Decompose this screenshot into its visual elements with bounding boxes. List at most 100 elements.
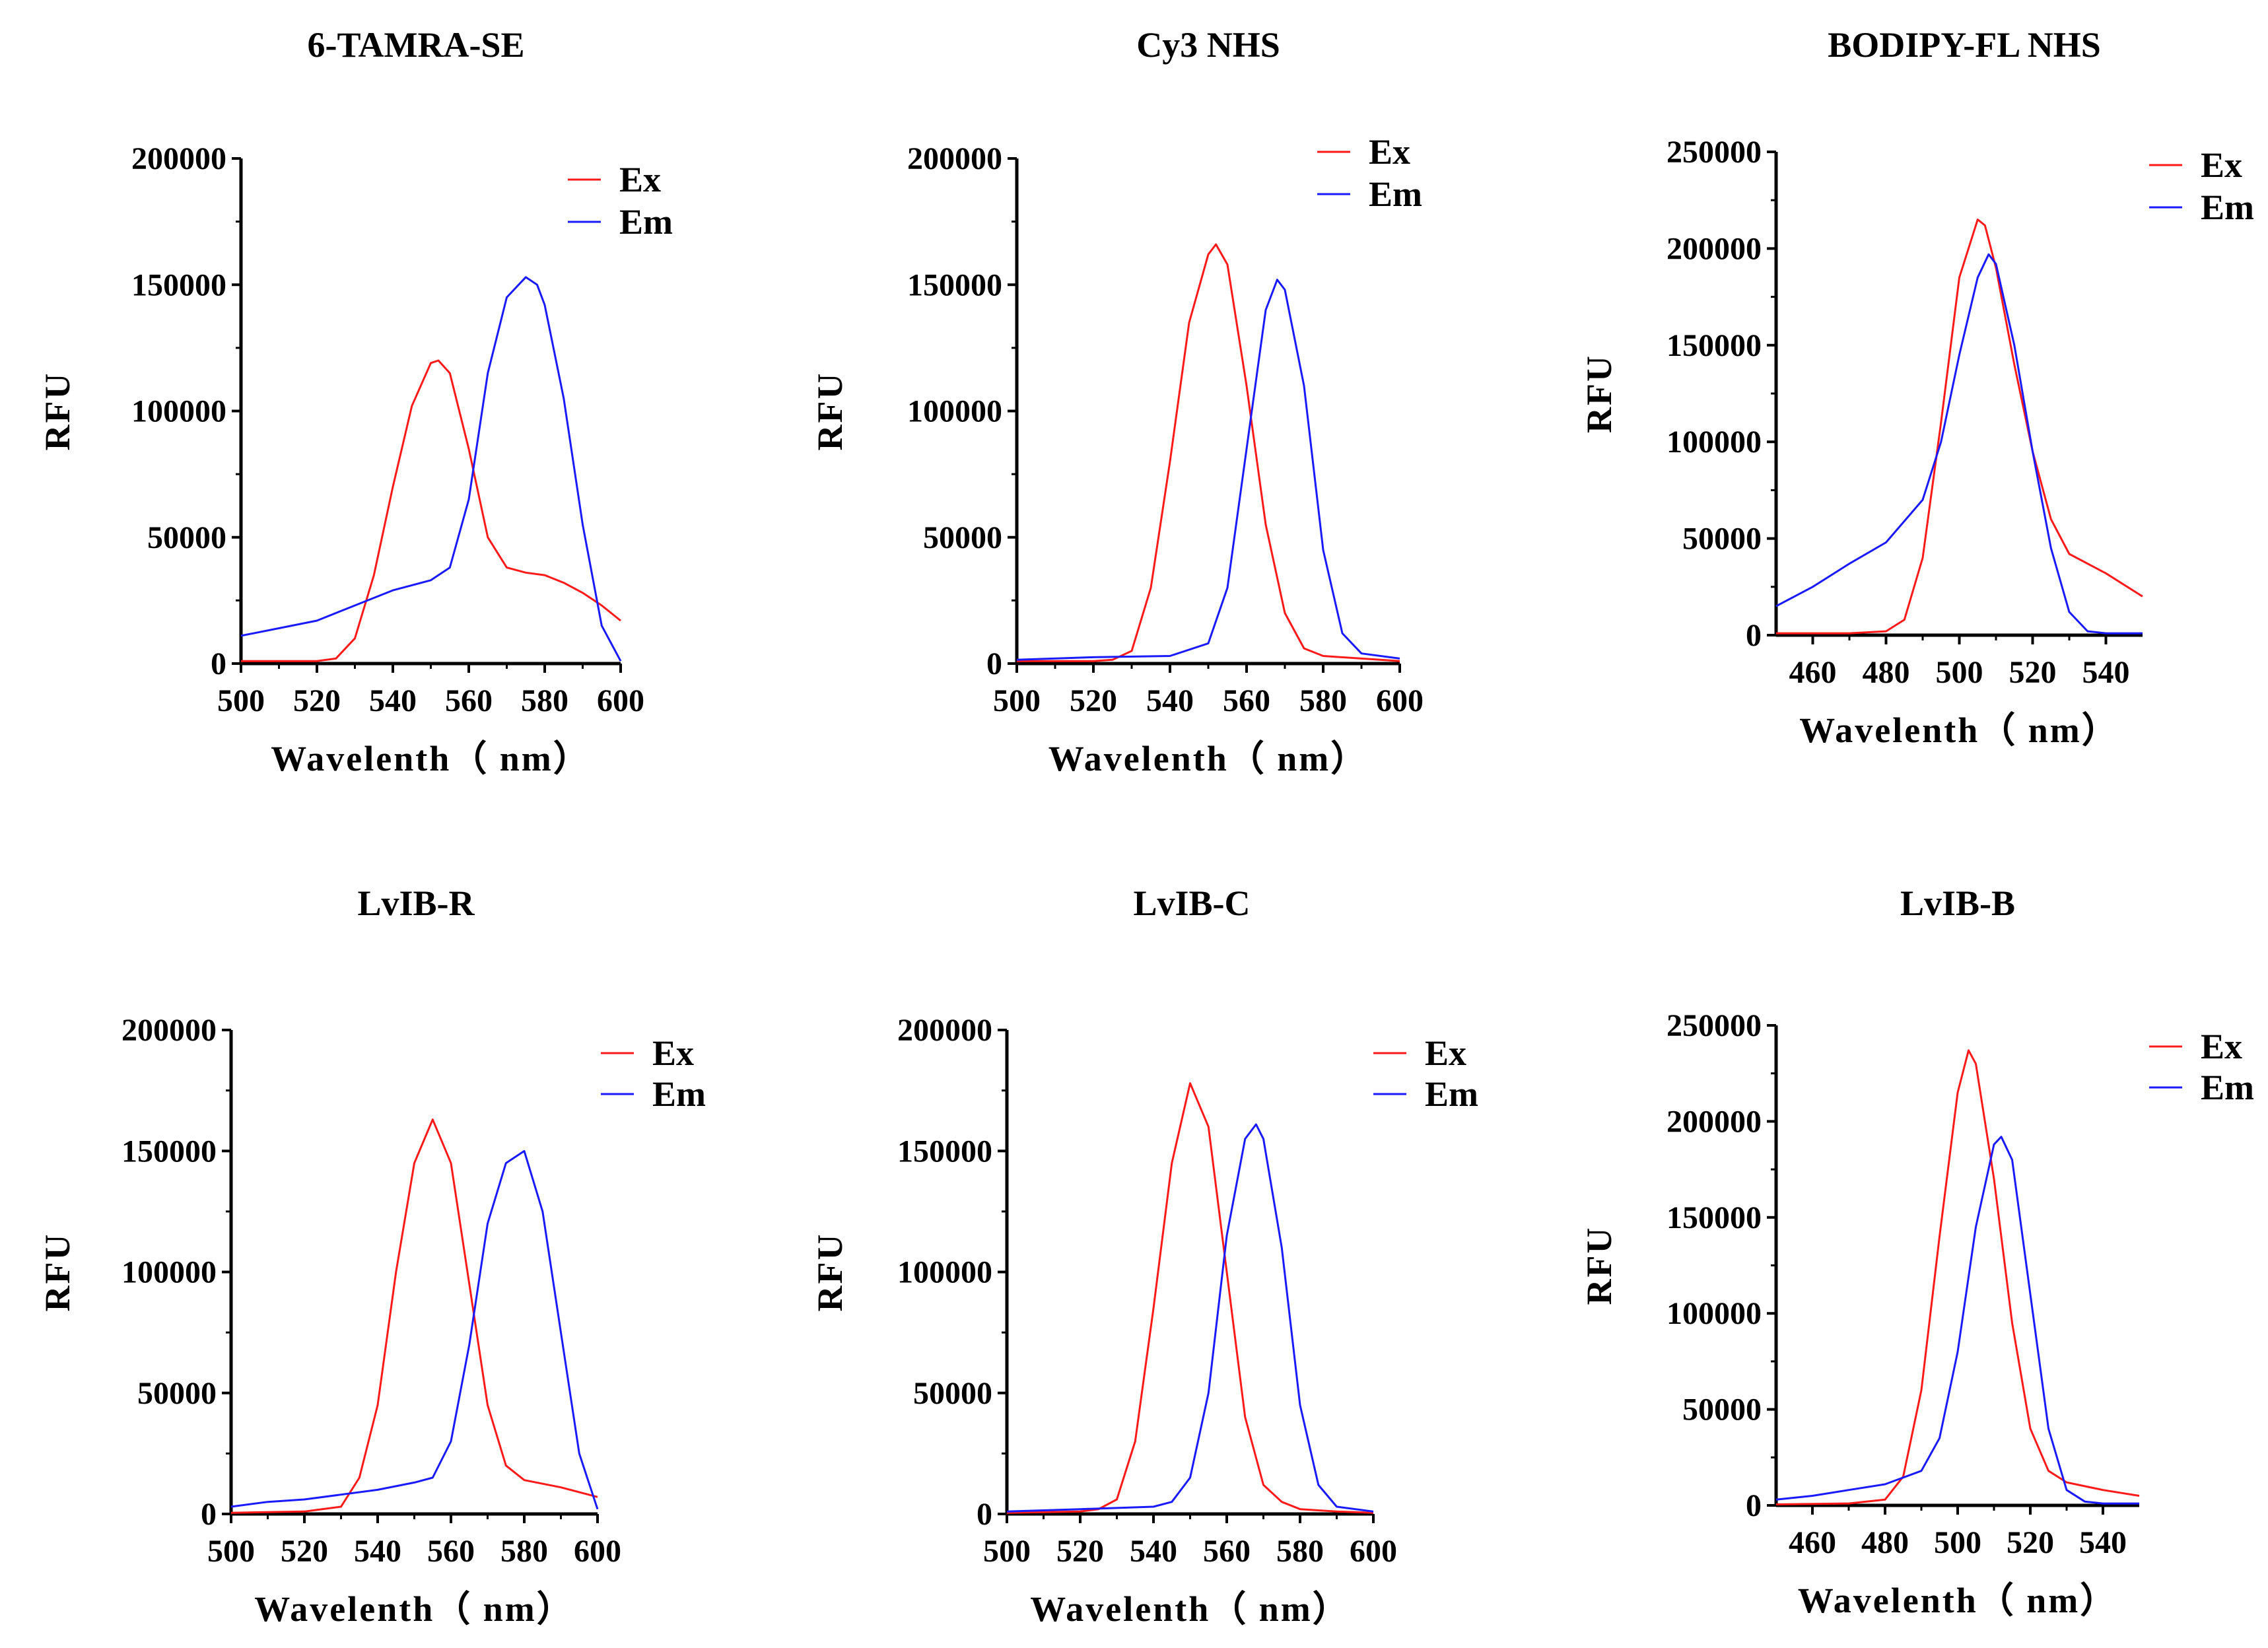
legend-label-em: Em — [652, 1074, 706, 1114]
x-axis-label: Wavelenth（ nm） — [271, 739, 591, 778]
y-tick-label: 150000 — [1667, 328, 1762, 363]
y-tick-label: 150000 — [897, 1134, 992, 1169]
x-tick-label: 520 — [1070, 683, 1117, 718]
chart-lvib-c: LvIB-C 0 50000 100000 150000 200000 500 520 540 5… — [810, 883, 1478, 1629]
legend-label-em: Em — [1369, 174, 1422, 214]
y-tick-label: 0 — [211, 646, 226, 681]
y-tick-label: 0 — [977, 1497, 992, 1532]
chart-title: Cy3 NHS — [1136, 25, 1280, 65]
y-tick-label: 150000 — [131, 267, 226, 302]
y-tick-label: 200000 — [907, 141, 1002, 176]
x-tick-label: 540 — [369, 683, 417, 718]
x-tick-label: 560 — [1203, 1534, 1251, 1569]
panel-6-tamra-se: 6-TAMRA-SE 0 50000 100000 150000 200000 500 520… — [0, 0, 726, 819]
x-tick-label: 520 — [281, 1534, 328, 1569]
y-tick-label: 200000 — [1667, 1104, 1762, 1139]
x-axis-label: Wavelenth（ nm） — [1798, 1581, 2118, 1620]
panel-bodipy-fl-nhs: BODIPY-FL NHS 0 50000 100000 150000 200000 250… — [1542, 0, 2268, 819]
legend-label-ex: Ex — [1425, 1033, 1466, 1073]
y-tick-label: 100000 — [1667, 1296, 1762, 1331]
series-line-em — [1006, 1123, 1374, 1513]
y-axis-label: RFU — [1579, 354, 1619, 433]
series-line-em — [1775, 253, 2143, 635]
x-tick-label: 540 — [354, 1534, 401, 1569]
y-tick-label: 200000 — [121, 1013, 217, 1048]
y-axis-label: RFU — [810, 1233, 850, 1312]
x-tick-label: 540 — [2082, 655, 2130, 690]
y-tick-label: 200000 — [131, 141, 226, 176]
y-tick-label: 0 — [201, 1497, 217, 1532]
x-tick-label: 520 — [2009, 655, 2057, 690]
panel-lvib-c: LvIB-C 0 50000 100000 150000 200000 500 520 540 5… — [773, 858, 1499, 1648]
legend-label-em: Em — [2201, 188, 2254, 227]
y-tick-label: 0 — [1746, 1488, 1762, 1523]
y-tick-label: 50000 — [147, 520, 226, 555]
x-tick-label: 600 — [597, 683, 644, 718]
x-tick-label: 520 — [293, 683, 341, 718]
series-line-em — [230, 1150, 599, 1510]
series-line-em — [1016, 279, 1400, 661]
y-tick-label: 200000 — [897, 1013, 992, 1048]
chart-lvib-b: LvIB-B 0 50000 100000 150000 200000 250000 460 4… — [1579, 883, 2254, 1620]
series-line-ex — [1006, 1082, 1374, 1514]
x-tick-label: 580 — [1299, 683, 1347, 718]
chart-title: LvIB-C — [1133, 883, 1250, 923]
x-tick-label: 500 — [1934, 1525, 1981, 1560]
x-tick-label: 580 — [521, 683, 568, 718]
x-tick-label: 560 — [445, 683, 493, 718]
y-tick-label: 50000 — [1682, 1392, 1762, 1427]
y-tick-label: 250000 — [1667, 135, 1762, 170]
panel-lvib-b: LvIB-B 0 50000 100000 150000 200000 250000 460 4… — [1542, 858, 2268, 1648]
legend-label-em: Em — [1425, 1074, 1478, 1114]
series-line-ex — [230, 1118, 598, 1514]
x-tick-label: 560 — [427, 1534, 475, 1569]
y-tick-label: 50000 — [923, 520, 1002, 555]
series-line-ex — [1775, 1049, 2140, 1505]
y-axis-label: RFU — [1579, 1226, 1619, 1305]
x-axis-label: Wavelenth（ nm） — [1799, 710, 2119, 750]
y-tick-label: 150000 — [121, 1134, 217, 1169]
chart-lvib-r: LvIB-R 0 50000 100000 150000 200000 500 520 540 5… — [38, 883, 706, 1629]
series-line-ex — [1776, 219, 2143, 635]
x-tick-label: 520 — [2007, 1525, 2054, 1560]
chart-title: LvIB-B — [1900, 883, 2015, 923]
y-tick-label: 0 — [1746, 618, 1762, 653]
y-tick-label: 100000 — [121, 1255, 217, 1290]
x-tick-label: 560 — [1223, 683, 1270, 718]
x-tick-label: 520 — [1056, 1534, 1104, 1569]
x-tick-label: 460 — [1789, 655, 1837, 690]
x-axis-label: Wavelenth（ nm） — [254, 1589, 574, 1629]
chart-cy3-nhs: Cy3 NHS 0 50000 100000 150000 200000 500 520 540… — [810, 25, 1424, 778]
x-axis-label: Wavelenth（ nm） — [1030, 1589, 1350, 1629]
legend-label-em: Em — [2201, 1068, 2254, 1107]
y-tick-label: 150000 — [1667, 1200, 1762, 1235]
y-tick-label: 200000 — [1667, 231, 1762, 266]
series-line-em — [1775, 1136, 2139, 1505]
chart-6-tamra-se: 6-TAMRA-SE 0 50000 100000 150000 200000 500 520… — [38, 25, 673, 778]
y-tick-label: 250000 — [1667, 1008, 1762, 1043]
y-tick-label: 100000 — [907, 394, 1002, 429]
x-tick-label: 500 — [983, 1534, 1031, 1569]
legend-label-ex: Ex — [2201, 1027, 2242, 1066]
x-tick-label: 600 — [1376, 683, 1424, 718]
x-tick-label: 500 — [1936, 655, 1983, 690]
chart-title: BODIPY-FL NHS — [1828, 25, 2101, 65]
legend-label-ex: Ex — [652, 1033, 694, 1073]
series-line-em — [240, 276, 622, 662]
y-tick-label: 100000 — [131, 394, 226, 429]
legend-label-em: Em — [619, 202, 673, 242]
x-tick-label: 480 — [1863, 655, 1910, 690]
legend-label-ex: Ex — [1369, 132, 1410, 172]
y-tick-label: 100000 — [1667, 425, 1762, 460]
chart-title: LvIB-R — [357, 883, 475, 923]
series-line-ex — [1017, 243, 1400, 662]
x-tick-label: 540 — [1146, 683, 1194, 718]
legend-label-ex: Ex — [2201, 145, 2242, 185]
x-tick-label: 540 — [2079, 1525, 2127, 1560]
y-tick-label: 100000 — [897, 1255, 992, 1290]
x-tick-label: 460 — [1789, 1525, 1836, 1560]
x-tick-label: 500 — [207, 1534, 255, 1569]
series-line-ex — [241, 359, 621, 662]
x-axis-label: Wavelenth（ nm） — [1048, 739, 1369, 778]
x-tick-label: 600 — [574, 1534, 621, 1569]
